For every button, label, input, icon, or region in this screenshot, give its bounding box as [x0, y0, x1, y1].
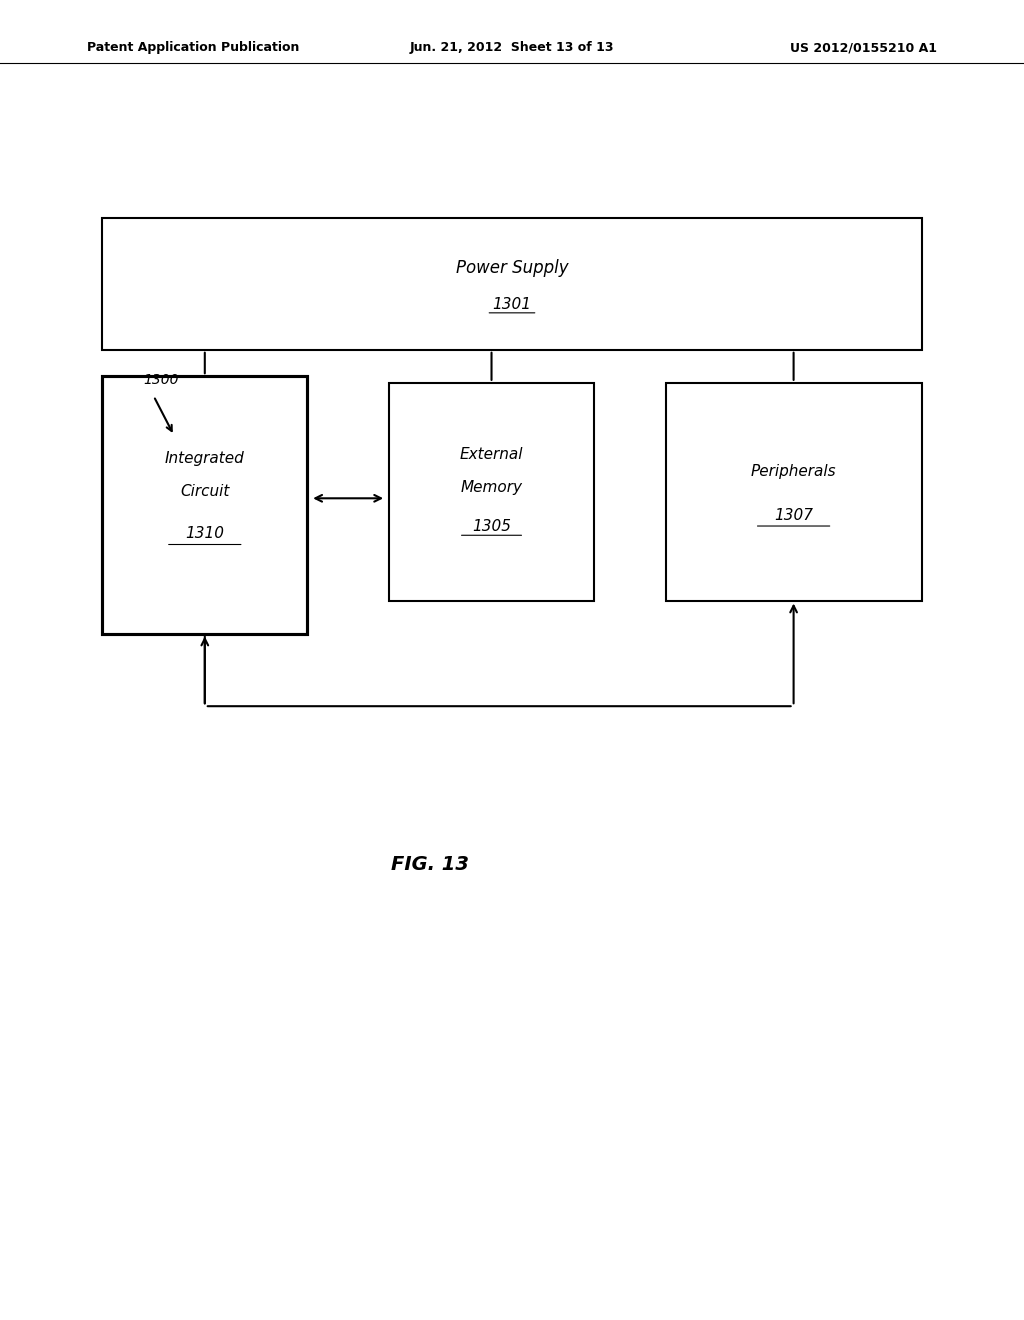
Text: US 2012/0155210 A1: US 2012/0155210 A1	[790, 41, 937, 54]
Text: 1300: 1300	[143, 372, 179, 387]
Text: 1301: 1301	[493, 297, 531, 313]
FancyBboxPatch shape	[666, 383, 922, 601]
Text: 1305: 1305	[472, 519, 511, 533]
FancyBboxPatch shape	[102, 218, 922, 350]
FancyBboxPatch shape	[389, 383, 594, 601]
Text: Memory: Memory	[461, 480, 522, 495]
Text: Integrated: Integrated	[165, 451, 245, 466]
Text: Patent Application Publication: Patent Application Publication	[87, 41, 299, 54]
Text: 1310: 1310	[185, 527, 224, 541]
FancyBboxPatch shape	[102, 376, 307, 634]
Text: Jun. 21, 2012  Sheet 13 of 13: Jun. 21, 2012 Sheet 13 of 13	[410, 41, 614, 54]
Text: Power Supply: Power Supply	[456, 259, 568, 277]
Text: 1307: 1307	[774, 508, 813, 523]
Text: Circuit: Circuit	[180, 484, 229, 499]
Text: External: External	[460, 447, 523, 462]
Text: Peripherals: Peripherals	[751, 465, 837, 479]
Text: FIG. 13: FIG. 13	[391, 855, 469, 874]
